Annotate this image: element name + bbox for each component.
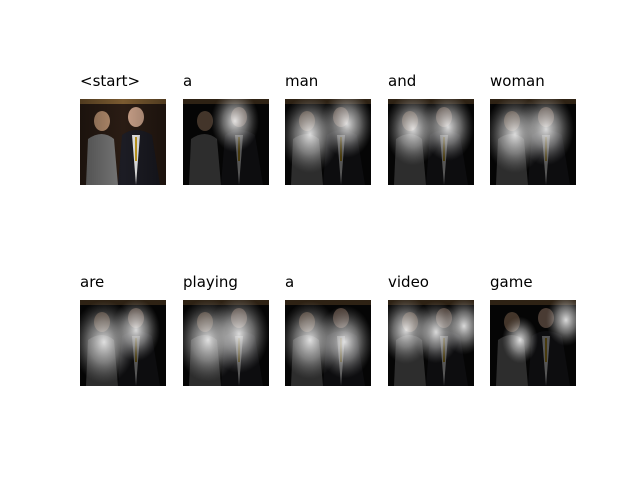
word-label: playing (183, 273, 238, 291)
word-label: a (285, 273, 294, 291)
attention-image (388, 300, 474, 386)
word-label: a (183, 72, 192, 90)
attention-image (183, 99, 269, 185)
attention-image (490, 99, 576, 185)
attention-image (285, 99, 371, 185)
attention-image (80, 300, 166, 386)
word-label: are (80, 273, 104, 291)
attention-image (285, 300, 371, 386)
attention-image (490, 300, 576, 386)
word-label: <start> (80, 72, 140, 90)
word-label: game (490, 273, 533, 291)
attention-image (183, 300, 269, 386)
word-label: and (388, 72, 416, 90)
word-label: woman (490, 72, 545, 90)
attention-image (388, 99, 474, 185)
word-label: man (285, 72, 318, 90)
attention-image (80, 99, 166, 185)
word-label: video (388, 273, 429, 291)
